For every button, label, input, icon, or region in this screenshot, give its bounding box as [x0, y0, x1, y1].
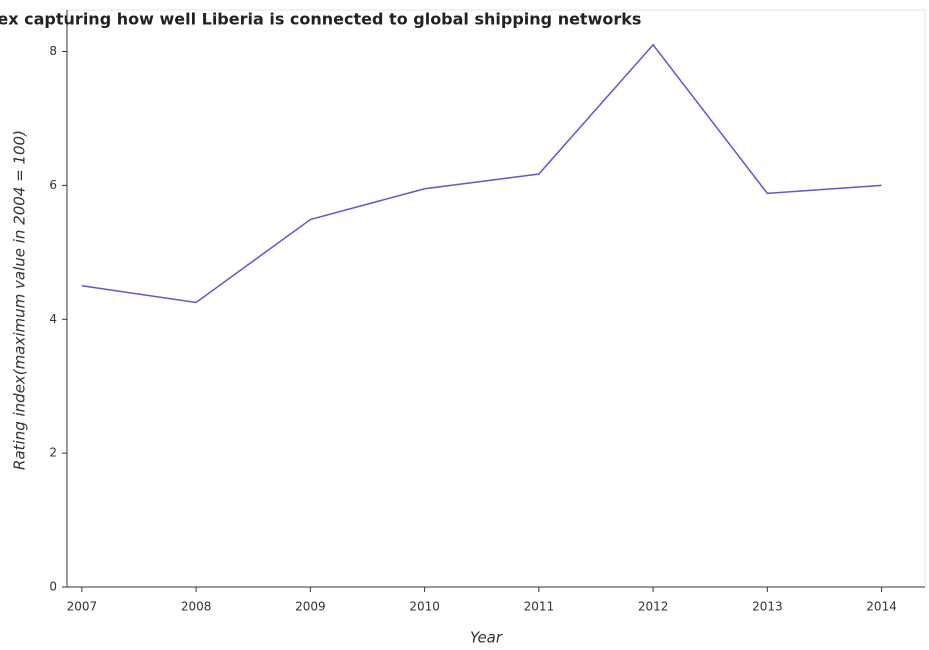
y-tick-label: 2	[49, 446, 57, 460]
y-tick-label: 6	[49, 178, 57, 192]
x-tick-label: 2011	[524, 600, 555, 614]
x-tick-label: 2014	[866, 600, 897, 614]
x-tick-label: 2009	[295, 600, 326, 614]
y-tick-label: 8	[49, 44, 57, 58]
chart-title: Index capturing how well Liberia is conn…	[0, 10, 641, 29]
plot-frame	[66, 9, 926, 588]
x-tick-label: 2013	[752, 600, 783, 614]
x-tick-label: 2010	[409, 600, 440, 614]
x-tick-label: 2007	[67, 600, 98, 614]
x-axis-label: Year	[470, 629, 503, 647]
x-tick-label: 2012	[638, 600, 669, 614]
y-tick-label: 4	[49, 312, 57, 326]
y-tick-label: 0	[49, 580, 57, 594]
data-line	[81, 43, 882, 304]
x-tick-label: 2008	[181, 600, 212, 614]
y-axis-label: Rating index(maximum value in 2004 = 100…	[11, 130, 29, 470]
